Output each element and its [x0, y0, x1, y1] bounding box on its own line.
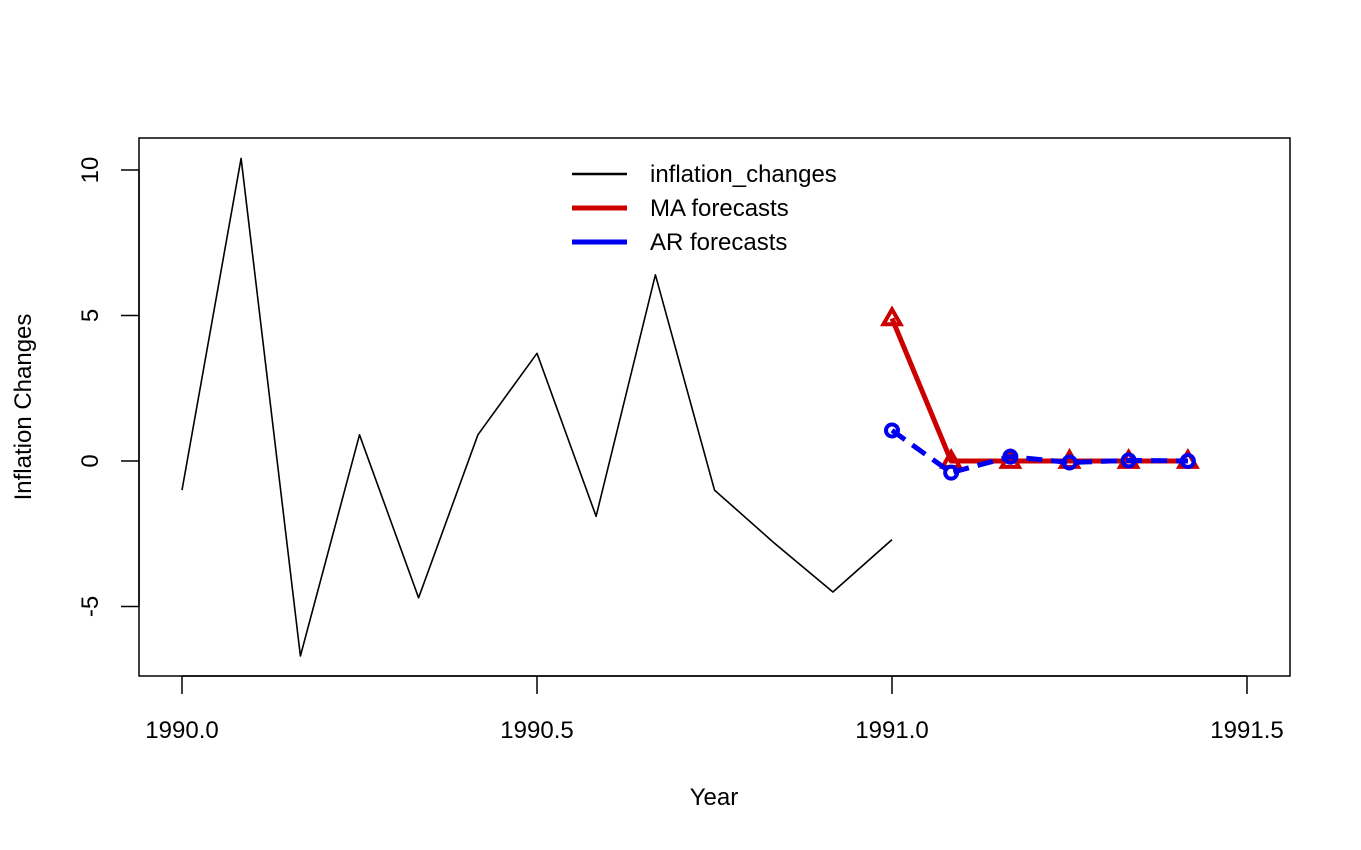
data-point: [879, 305, 905, 327]
y-tick-label: 0: [77, 454, 104, 467]
plot-frame: [138, 137, 1291, 677]
x-axis-title: Year: [690, 784, 739, 811]
y-tick-label: 5: [77, 309, 104, 322]
data-point: [1120, 452, 1137, 469]
x-tick-label: 1991.5: [1210, 717, 1283, 744]
y-tick-label: 10: [77, 157, 104, 184]
x-axis: 1990.0 1990.5 1991.0 1991.5: [145, 675, 1284, 744]
x-tick-label: 1990.0: [145, 717, 218, 744]
legend-label: AR forecasts: [650, 229, 787, 256]
data-point: [1002, 448, 1019, 465]
data-point: [884, 422, 900, 439]
series-line: [890, 428, 1188, 476]
data-point: [1179, 453, 1196, 469]
x-tick-label: 1991.0: [855, 717, 928, 744]
y-tick-label: -5: [77, 596, 104, 617]
x-tick-label: 1990.5: [500, 717, 573, 744]
data-point: [943, 464, 960, 481]
data-point: [1061, 454, 1078, 471]
legend-label: MA forecasts: [650, 195, 789, 222]
legend: inflation_changes MA forecasts AR forecast…: [572, 161, 837, 256]
series-line: [181, 157, 893, 657]
legend-label: inflation_changes: [650, 161, 837, 188]
series-layer: [181, 157, 1200, 657]
y-axis-title: Inflation Changes: [10, 314, 37, 501]
